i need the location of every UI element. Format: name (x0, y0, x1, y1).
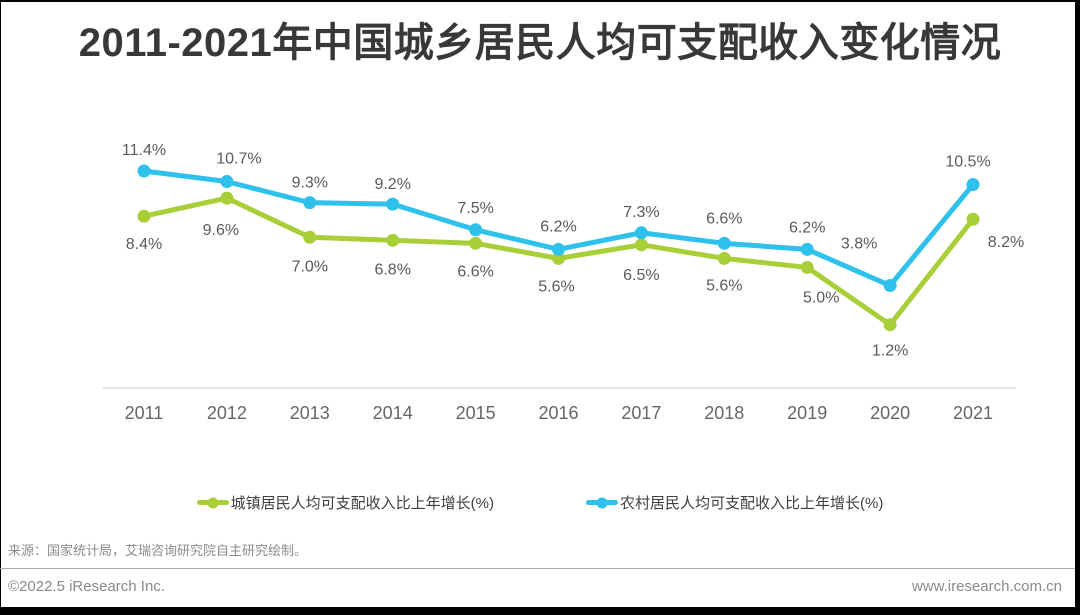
data-point-marker (883, 279, 897, 293)
data-point-marker (303, 230, 317, 244)
data-point-marker (386, 197, 400, 211)
page-title: 2011-2021年中国城乡居民人均可支配收入变化情况 (78, 21, 1002, 65)
x-tick-label: 2020 (870, 403, 910, 423)
data-point-marker (386, 233, 400, 247)
data-point-label: 6.6% (457, 263, 493, 280)
x-tick-label: 2019 (787, 403, 827, 423)
data-point-marker (469, 223, 483, 237)
legend-label-urban: 城镇居民人均可支配收入比上年增长(%) (230, 495, 494, 512)
x-tick-label: 2018 (704, 403, 744, 423)
data-point-label: 6.2% (540, 218, 576, 235)
data-point-marker (634, 238, 648, 252)
data-point-label: 7.0% (292, 258, 328, 275)
x-tick-label: 2013 (290, 403, 330, 423)
footer-divider (0, 568, 1075, 569)
x-tick-label: 2017 (621, 403, 661, 423)
legend-label-rural: 农村居民人均可支配收入比上年增长(%) (620, 495, 884, 512)
data-point-label: 9.2% (374, 176, 410, 193)
data-point-label: 7.5% (457, 200, 493, 217)
data-point-marker (303, 196, 317, 210)
frame-right-border (1075, 0, 1080, 615)
data-point-marker (220, 191, 234, 205)
data-point-label: 6.8% (374, 261, 410, 278)
data-point-label: 8.2% (988, 234, 1024, 251)
data-point-label: 5.6% (538, 278, 574, 295)
line-chart-area: 2011 2012 2013 2014 2015 2016 2017 2018 2019 2020… (103, 142, 1024, 423)
data-point-label: 7.3% (623, 204, 659, 221)
data-point-label: 5.6% (706, 277, 742, 294)
data-point-marker (634, 226, 648, 240)
x-tick-label: 2014 (373, 403, 413, 423)
data-point-label: 8.4% (126, 236, 162, 253)
data-point-label: 10.5% (945, 154, 990, 171)
data-point-label: 9.3% (292, 175, 328, 192)
data-point-label: 11.4% (122, 142, 166, 159)
data-point-marker (469, 236, 483, 250)
data-point-marker (552, 242, 565, 256)
chart-legend: 城镇居民人均可支配收入比上年增长(%) 农村居民人均可支配收入比上年增长(%) (0, 492, 1080, 513)
data-point-marker (717, 251, 731, 265)
data-point-label: 3.8% (841, 236, 877, 253)
legend-item-rural: 农村居民人均可支配收入比上年增长(%) (586, 492, 883, 513)
data-point-label: 5.0% (803, 289, 839, 306)
x-tick-label: 2016 (538, 403, 578, 423)
x-tick-label: 2011 (125, 403, 164, 423)
data-point-marker (800, 260, 814, 274)
data-point-marker (966, 212, 980, 226)
x-tick-label: 2015 (456, 403, 496, 423)
data-point-marker (800, 242, 814, 256)
legend-dot-rural-icon (596, 497, 608, 508)
data-point-marker (717, 236, 731, 250)
data-point-marker (137, 164, 151, 178)
frame-bottom-border (0, 607, 1080, 615)
data-point-label: 1.2% (872, 343, 908, 360)
copyright-text: ©2022.5 iResearch Inc. (8, 578, 165, 595)
website-text: www.iresearch.com.cn (911, 578, 1062, 595)
data-point-label: 6.6% (706, 210, 742, 227)
data-point-label: 6.5% (623, 267, 659, 284)
source-note: 来源：国家统计局，艾瑞咨询研究院自主研究绘制。 (8, 543, 308, 558)
x-tick-label: 2021 (953, 403, 993, 423)
data-point-marker (966, 178, 980, 192)
footer-bar: ©2022.5 iResearch Inc. www.iresearch.com… (8, 578, 1062, 595)
legend-item-urban: 城镇居民人均可支配收入比上年增长(%) (196, 492, 494, 513)
frame-top-border (0, 0, 1080, 2)
line-chart-svg: 2011 2012 2013 2014 2015 2016 2017 2018 2019 2020… (103, 142, 1024, 423)
x-tick-label: 2012 (207, 403, 247, 423)
data-point-marker (552, 251, 565, 265)
frame-left-border (0, 0, 1, 615)
data-point-label: 9.6% (203, 222, 239, 239)
legend-marker-urban-icon (196, 497, 229, 508)
data-point-marker (220, 175, 234, 189)
data-point-label: 10.7% (216, 151, 261, 168)
data-point-marker (137, 209, 151, 223)
legend-marker-rural-icon (586, 497, 618, 508)
data-point-label: 6.2% (789, 219, 825, 236)
data-point-marker (883, 318, 897, 332)
legend-dot-urban-icon (207, 497, 219, 508)
